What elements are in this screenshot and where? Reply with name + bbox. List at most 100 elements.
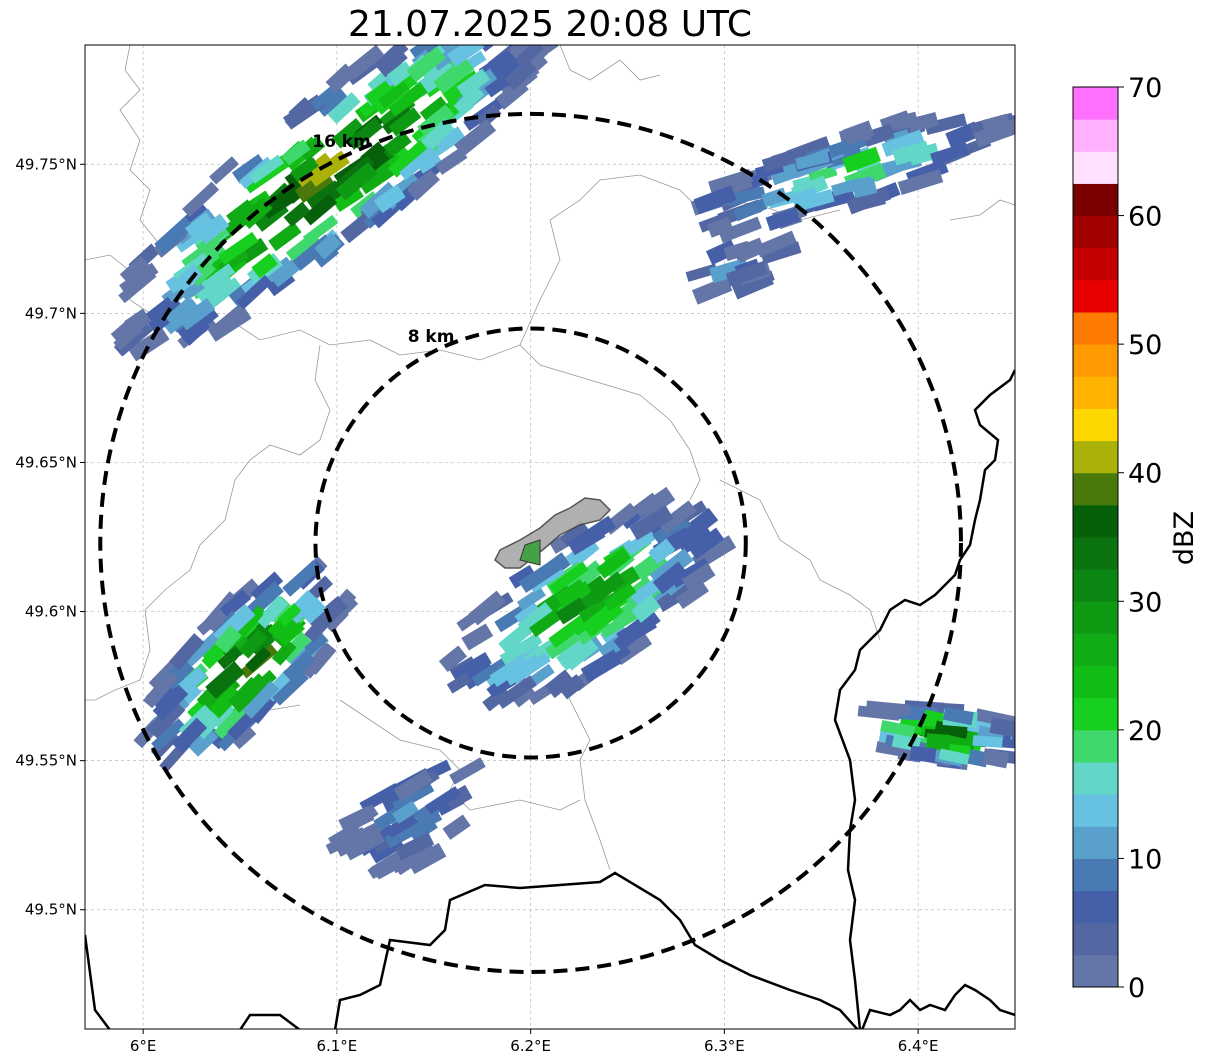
echo-gate — [217, 645, 243, 670]
echo-gate — [245, 646, 272, 673]
echo-gate — [343, 828, 386, 861]
echo-gate — [862, 123, 895, 147]
echo-gate — [146, 699, 186, 740]
echo-gate — [926, 733, 951, 751]
echo-gate — [942, 706, 974, 726]
echo-gate — [228, 676, 262, 711]
echo-gate — [165, 297, 197, 327]
echo-gate — [709, 257, 750, 284]
echo-gate — [657, 500, 697, 535]
colorbar-swatch — [1073, 151, 1118, 184]
colorbar-tick-label: 0 — [1128, 973, 1145, 1004]
x-tick-label: 6.3°E — [704, 1037, 745, 1055]
echo-gate — [214, 625, 242, 654]
echo-gate — [495, 675, 537, 709]
echo-gate — [981, 748, 1010, 769]
echo-gate — [251, 253, 278, 279]
echo-gate — [924, 113, 968, 136]
echo-gate — [231, 605, 266, 643]
echo-gate — [331, 118, 365, 149]
echo-gate — [420, 118, 455, 152]
echo-gate — [433, 56, 475, 94]
echo-gate — [310, 86, 337, 111]
colorbar-swatch — [1073, 954, 1118, 988]
echo-gate — [580, 649, 622, 683]
echo-gate — [652, 561, 689, 595]
colorbar-tick-label: 20 — [1128, 716, 1162, 747]
echo-gate — [981, 113, 1011, 136]
range-rings: 8 km 16 km — [98, 111, 963, 975]
echo-gate — [603, 583, 637, 612]
echo-gate — [271, 639, 297, 666]
echo-gate — [323, 606, 349, 633]
echo-gate — [447, 45, 485, 67]
colorbar-swatch — [1073, 826, 1118, 859]
echo-gate — [972, 735, 1003, 748]
echo-gate — [196, 608, 226, 636]
echo-gate — [468, 590, 506, 626]
echo-gate — [184, 202, 209, 226]
echo-gate — [842, 146, 881, 174]
echo-gate — [691, 276, 733, 305]
colorbar-swatch — [1073, 697, 1118, 731]
echo-gate — [470, 4, 511, 42]
colorbar-swatch — [1073, 762, 1118, 795]
echo-gate — [556, 642, 585, 668]
admin-borders — [85, 45, 1015, 871]
echo-gate — [209, 156, 239, 185]
x-tick-label: 6.4°E — [898, 1037, 939, 1055]
echo-gate — [349, 117, 383, 149]
echo-gate — [282, 560, 321, 597]
echo-gate — [332, 185, 364, 213]
echo-gate — [274, 617, 305, 647]
colorbar-tick-label: 50 — [1128, 330, 1162, 361]
echo-gate — [588, 571, 626, 605]
echo-gate — [451, 651, 492, 684]
echo-gate — [907, 111, 939, 133]
echo-gate — [508, 564, 537, 589]
echo-gate — [726, 186, 766, 206]
echo-gate — [725, 260, 768, 287]
echo-gate — [272, 670, 309, 706]
echo-gate — [466, 19, 495, 44]
colorbar-swatch — [1073, 279, 1118, 313]
echo-gate — [299, 597, 327, 625]
x-tick-label: 6.2°E — [510, 1037, 551, 1055]
echo-gate — [755, 230, 797, 258]
echo-gate — [365, 80, 393, 105]
echo-gate — [514, 45, 544, 68]
echo-gate — [544, 669, 575, 699]
echo-gate — [417, 104, 455, 138]
latitude-axis: 49.75°N 49.7°N 49.65°N 49.6°N 49.55°N 49.5°N — [15, 155, 85, 919]
echo-gate — [268, 221, 302, 252]
echo-gate — [195, 271, 234, 305]
echo-gate — [655, 579, 696, 613]
echo-gate — [425, 786, 462, 815]
echo-gate — [218, 231, 259, 265]
echo-gate — [306, 180, 343, 211]
colorbar-swatch — [1073, 601, 1118, 634]
colorbar-tick-label: 60 — [1128, 202, 1162, 233]
echo-gate — [392, 800, 419, 824]
echo-gate — [670, 557, 711, 589]
echo-gate — [718, 216, 762, 244]
echo-gate — [499, 0, 536, 20]
colorbar-swatch — [1073, 183, 1118, 217]
echo-gate — [187, 725, 219, 757]
echo-northwest-band — [110, 0, 559, 362]
echo-gate — [406, 46, 446, 83]
colorbar-frame — [1072, 86, 1119, 988]
echo-gate — [196, 213, 230, 245]
echo-gate — [686, 507, 719, 538]
echo-gate — [184, 212, 216, 241]
echo-gate — [419, 96, 450, 124]
echo-gate — [446, 672, 472, 694]
echo-gate — [503, 654, 542, 686]
echo-gate — [938, 748, 970, 766]
echo-gate — [385, 812, 418, 839]
echo-gate — [154, 216, 195, 255]
echo-gate — [307, 150, 350, 187]
echo-gate — [250, 571, 284, 603]
echo-gate — [387, 82, 428, 117]
